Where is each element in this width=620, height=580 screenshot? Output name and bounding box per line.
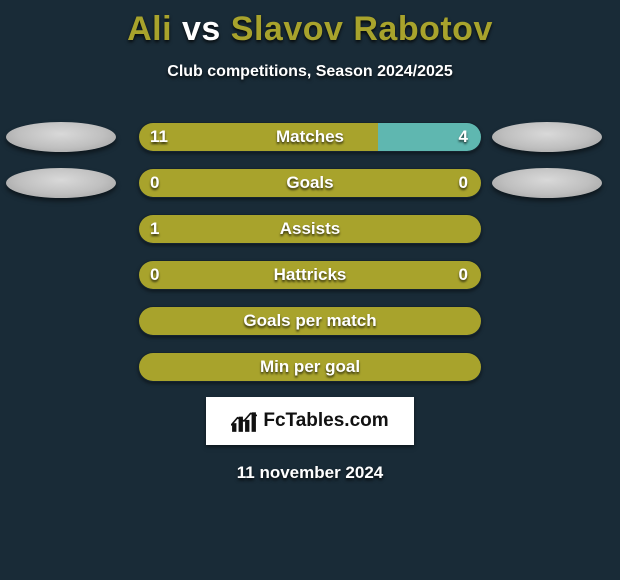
stat-row: Assists1 [0,211,620,257]
title-left: Ali [127,10,172,48]
stat-bar [138,122,482,152]
bar-segment [139,307,481,335]
stat-bar [138,214,482,244]
title-vs: vs [182,10,221,48]
stat-row: Goals00 [0,165,620,211]
bar-segment [139,215,481,243]
stat-row: Goals per match [0,303,620,349]
stats-container: Matches114Goals00Assists1Hattricks00Goal… [0,119,620,395]
bar-segment [378,123,481,151]
bar-segment [139,123,378,151]
page-title: Ali vs Slavov Rabotov [0,0,620,49]
title-right: Slavov Rabotov [231,10,493,48]
stat-row: Hattricks00 [0,257,620,303]
bar-segment [139,353,481,381]
watermark-text: FcTables.com [263,410,388,432]
stat-row: Min per goal [0,349,620,395]
stat-bar [138,168,482,198]
bars-icon [231,410,257,432]
player-right-oval [492,168,602,198]
player-left-oval [6,168,116,198]
date-text: 11 november 2024 [0,463,620,483]
player-left-oval [6,122,116,152]
stat-bar [138,352,482,382]
bar-segment [139,261,481,289]
bar-segment [139,169,481,197]
stat-bar [138,260,482,290]
watermark: FcTables.com [206,397,414,445]
stat-bar [138,306,482,336]
player-right-oval [492,122,602,152]
stat-row: Matches114 [0,119,620,165]
subtitle: Club competitions, Season 2024/2025 [0,63,620,81]
